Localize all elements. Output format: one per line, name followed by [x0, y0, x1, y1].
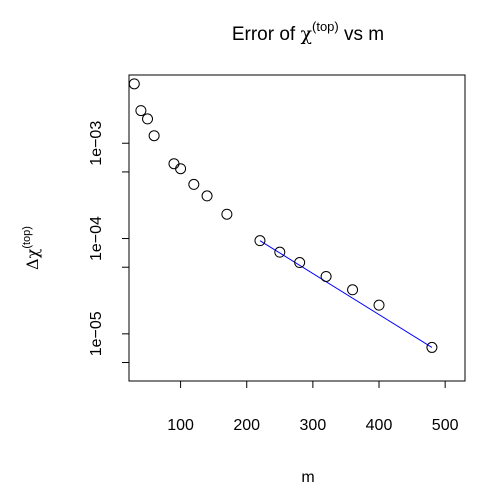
x-tick-label: 400 [366, 417, 393, 434]
y-tick-label: 1e−05 [88, 311, 105, 356]
plot-frame [129, 75, 465, 381]
x-tick-label: 200 [233, 417, 260, 434]
points-layer [129, 79, 437, 353]
data-point [348, 285, 358, 295]
data-point [136, 106, 146, 116]
fit-line [260, 241, 432, 348]
data-point [129, 79, 139, 89]
data-point [202, 191, 212, 201]
y-label-symbol: χ [23, 248, 42, 258]
title-suffix: vs m [339, 24, 384, 45]
data-point [143, 114, 153, 124]
data-point [189, 179, 199, 189]
x-axis: 100 200 300 400 500 [167, 381, 458, 434]
x-tick-label: 500 [432, 417, 459, 434]
x-tick-label: 300 [300, 417, 327, 434]
fit-line-layer [260, 241, 432, 348]
y-label-delta: Δ [23, 258, 42, 270]
data-point [169, 159, 179, 169]
chart-title: Error of χ(top) vs m [232, 19, 384, 45]
data-point [275, 247, 285, 257]
data-point [321, 271, 331, 281]
data-point [149, 131, 159, 141]
y-tick-label: 1e−03 [88, 121, 105, 166]
data-point [176, 164, 186, 174]
data-point [374, 300, 384, 310]
y-axis-label: Δχ(top) [21, 226, 42, 270]
data-point [222, 209, 232, 219]
x-axis-label: m [301, 469, 314, 486]
data-point [295, 258, 305, 268]
x-tick-label: 100 [167, 417, 194, 434]
title-prefix: Error of [232, 24, 301, 45]
y-axis: 1e−05 1e−04 1e−03 [88, 121, 129, 363]
title-symbol: χ [300, 23, 312, 45]
y-tick-label: 1e−04 [88, 216, 105, 261]
y-label-superscript: (top) [21, 226, 33, 249]
title-superscript: (top) [312, 19, 339, 34]
